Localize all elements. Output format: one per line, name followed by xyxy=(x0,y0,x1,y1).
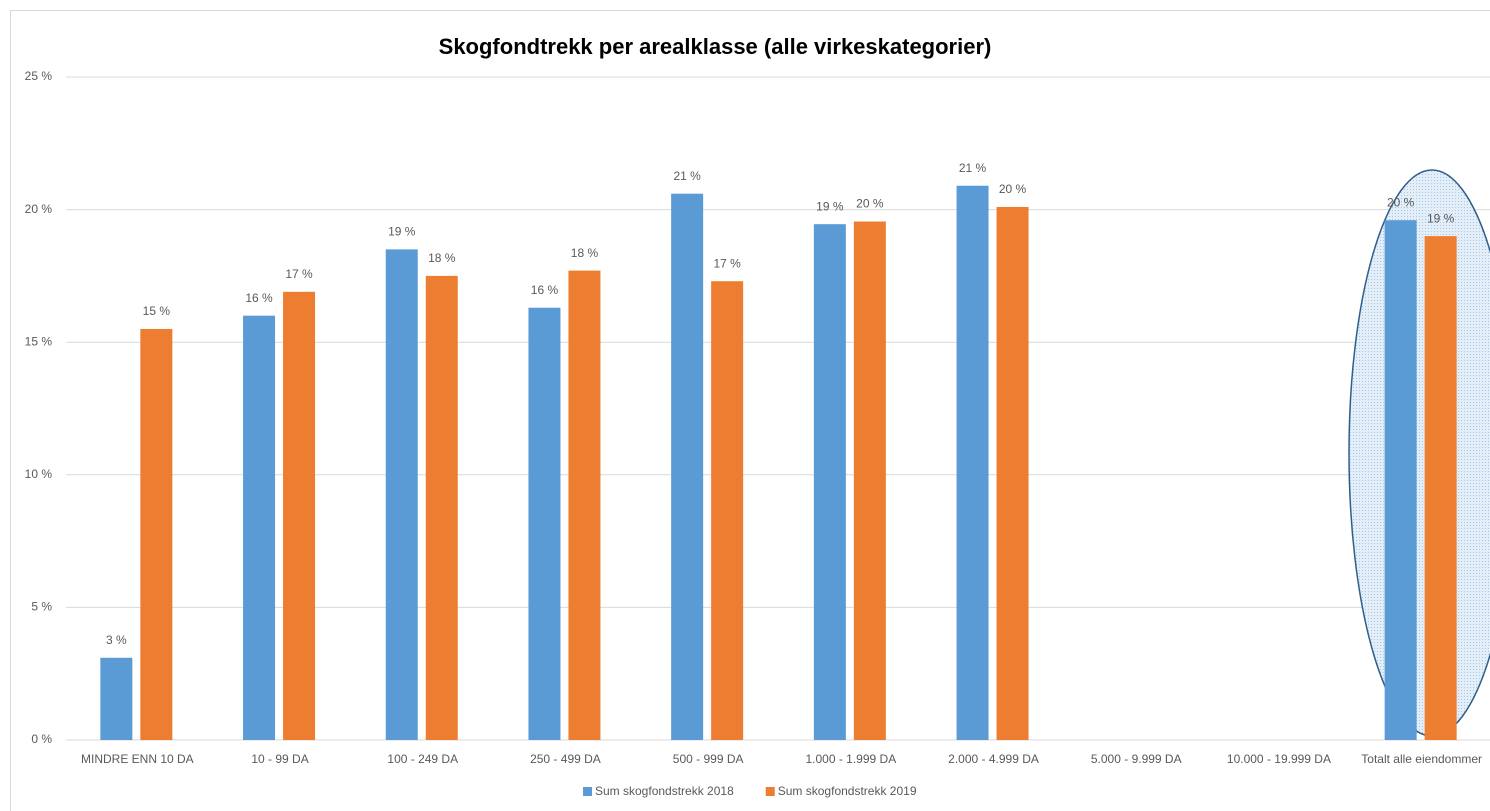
data-label: 20 % xyxy=(1387,195,1415,209)
bar xyxy=(996,206,1029,740)
data-label: 20 % xyxy=(999,182,1027,196)
x-tick-label: MINDRE ENN 10 DA xyxy=(81,752,194,766)
bar xyxy=(385,249,418,740)
bar xyxy=(283,291,316,740)
x-tick-label: 5.000 - 9.999 DA xyxy=(1091,752,1182,766)
data-label: 19 % xyxy=(388,225,416,239)
bar xyxy=(956,185,989,740)
data-label: 21 % xyxy=(673,169,701,183)
data-label: 18 % xyxy=(428,251,456,265)
bar xyxy=(243,315,276,740)
x-tick-label: 10 - 99 DA xyxy=(251,752,308,766)
y-tick-label: 20 % xyxy=(25,202,53,216)
bar xyxy=(813,224,846,740)
y-tick-label: 5 % xyxy=(31,600,52,614)
bar xyxy=(140,328,173,740)
bar xyxy=(1424,236,1457,740)
bar xyxy=(528,307,561,740)
bar xyxy=(568,270,601,740)
data-label: 16 % xyxy=(531,283,559,297)
legend-label: Sum skogfondstrekk 2019 xyxy=(778,784,917,798)
data-label: 20 % xyxy=(856,197,884,211)
x-tick-label: 2.000 - 4.999 DA xyxy=(948,752,1039,766)
chart-title: Skogfondtrekk per arealklasse (alle virk… xyxy=(439,34,992,59)
y-tick-label: 15 % xyxy=(25,334,53,348)
y-tick-label: 10 % xyxy=(25,467,53,481)
data-label: 3 % xyxy=(106,633,127,647)
x-tick-label: 500 - 999 DA xyxy=(673,752,744,766)
bar xyxy=(853,221,886,740)
y-tick-label: 25 % xyxy=(25,69,53,83)
data-label: 17 % xyxy=(713,256,741,270)
legend-label: Sum skogfondstrekk 2018 xyxy=(595,784,734,798)
data-label: 19 % xyxy=(816,199,844,213)
legend-swatch xyxy=(765,787,775,796)
data-label: 15 % xyxy=(143,304,171,318)
y-tick-label: 0 % xyxy=(31,732,52,746)
chart-border xyxy=(10,10,1490,811)
data-label: 16 % xyxy=(245,291,273,305)
bar xyxy=(711,281,744,740)
data-label: 19 % xyxy=(1427,211,1455,225)
x-tick-label: 1.000 - 1.999 DA xyxy=(805,752,896,766)
x-tick-label: 100 - 249 DA xyxy=(387,752,458,766)
data-label: 18 % xyxy=(571,246,599,260)
data-label: 17 % xyxy=(285,267,313,281)
bar xyxy=(671,193,704,741)
x-tick-label: 250 - 499 DA xyxy=(530,752,601,766)
bar xyxy=(425,275,458,740)
data-label: 21 % xyxy=(959,161,987,175)
x-tick-label: Totalt alle eiendommer xyxy=(1361,752,1482,766)
bar xyxy=(100,657,133,740)
legend-swatch xyxy=(583,787,592,796)
x-tick-label: 10.000 - 19.999 DA xyxy=(1227,752,1331,766)
bar xyxy=(1384,220,1417,740)
